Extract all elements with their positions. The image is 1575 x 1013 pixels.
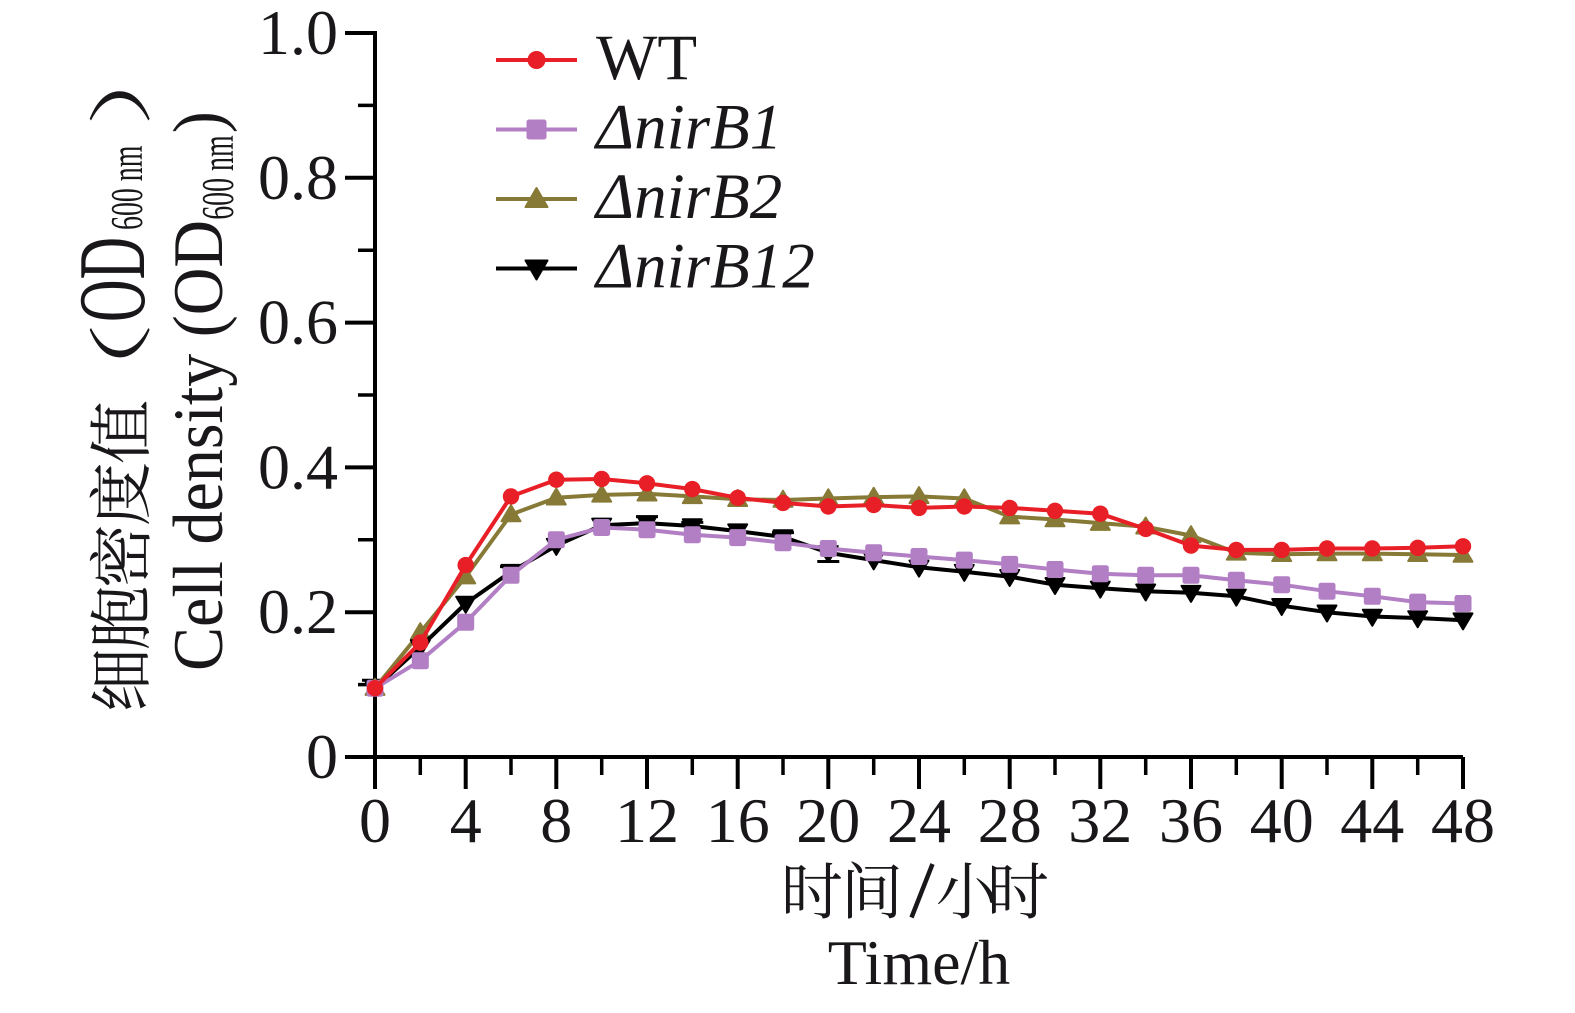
svg-text:WT: WT	[596, 22, 697, 94]
svg-text:600 nm: 600 nm	[104, 146, 153, 230]
svg-text:ΔnirB1: ΔnirB1	[593, 92, 782, 164]
svg-text:0.8: 0.8	[258, 142, 338, 213]
svg-text:16: 16	[706, 785, 770, 856]
svg-text:): )	[159, 111, 238, 133]
svg-text:600 nm: 600 nm	[195, 135, 244, 219]
svg-text:8: 8	[540, 785, 572, 856]
svg-text:0: 0	[359, 785, 391, 856]
svg-text:0: 0	[306, 721, 338, 792]
svg-text:4: 4	[450, 785, 482, 856]
svg-text:0.6: 0.6	[258, 287, 338, 358]
svg-text:40: 40	[1250, 785, 1314, 856]
svg-text:ΔnirB12: ΔnirB12	[593, 231, 815, 303]
svg-text:48: 48	[1431, 785, 1495, 856]
svg-text:20: 20	[796, 785, 860, 856]
svg-text:28: 28	[978, 785, 1042, 856]
svg-text:0.2: 0.2	[258, 576, 338, 647]
svg-text:24: 24	[887, 785, 951, 856]
svg-text:12: 12	[615, 785, 679, 856]
svg-text:OD: OD	[61, 237, 166, 322]
svg-text:36: 36	[1159, 785, 1223, 856]
svg-text:Cell density (OD: Cell density (OD	[159, 220, 238, 671]
svg-text:Time/h: Time/h	[828, 927, 1011, 998]
svg-text:1.0: 1.0	[258, 0, 338, 68]
svg-text:32: 32	[1068, 785, 1132, 856]
svg-text:0.4: 0.4	[258, 431, 338, 502]
svg-text:ΔnirB2: ΔnirB2	[593, 161, 782, 233]
svg-text:44: 44	[1340, 785, 1404, 856]
